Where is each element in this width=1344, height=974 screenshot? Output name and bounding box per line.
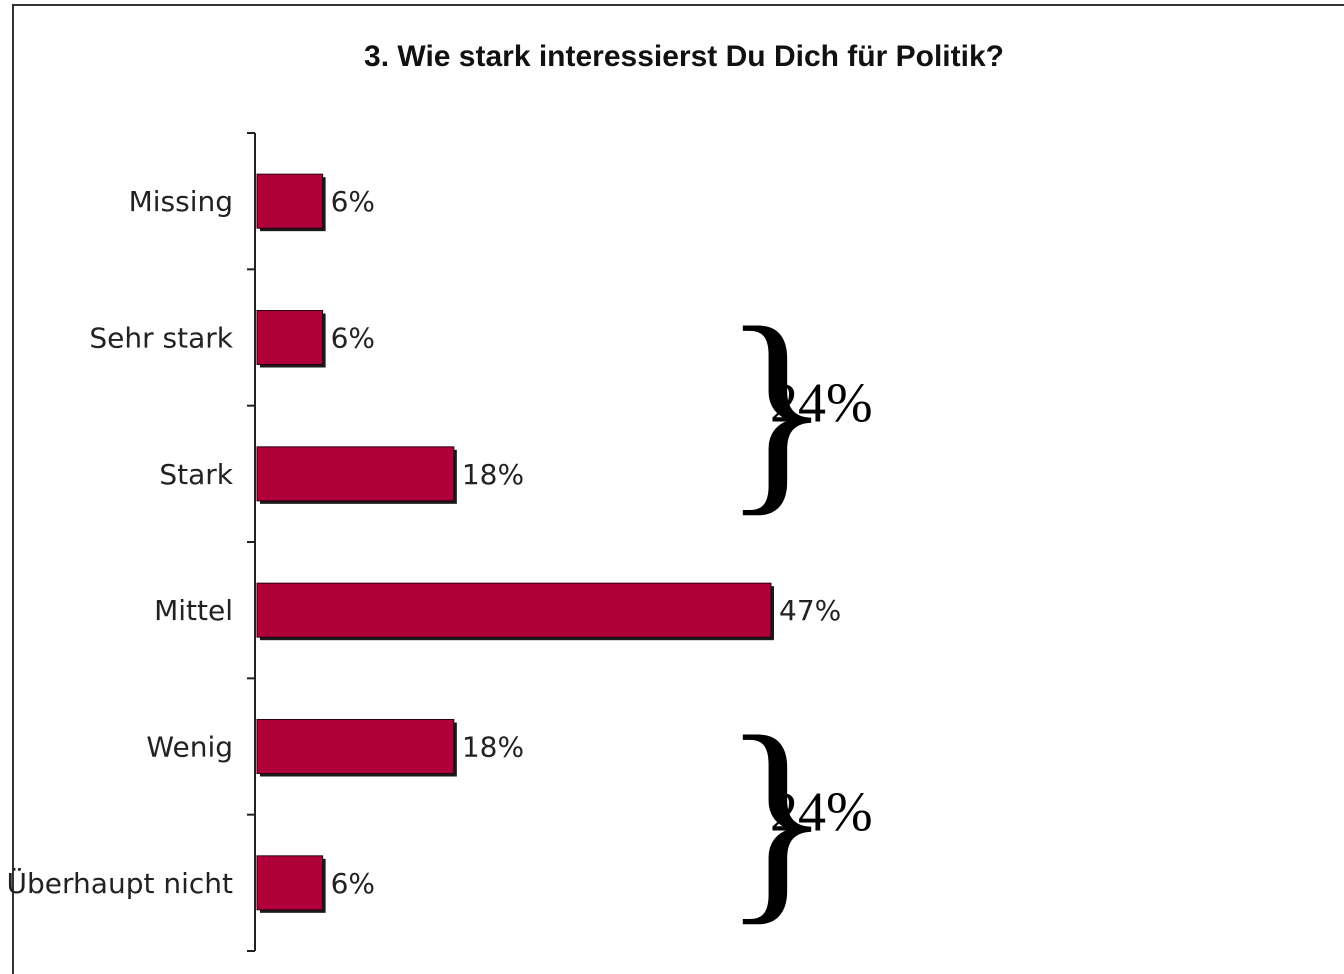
category-label: Missing bbox=[129, 185, 233, 218]
brace-icon: } bbox=[722, 690, 832, 944]
category-label: Stark bbox=[159, 458, 233, 491]
bar bbox=[256, 310, 324, 365]
bar bbox=[256, 582, 772, 638]
chart-title: 3. Wie stark interessierst Du Dich für P… bbox=[364, 40, 1004, 73]
category-axis: Missing Sehr stark Stark Mittel Wenig Überhau… bbox=[7, 132, 256, 952]
group-sum-label: 24% bbox=[770, 782, 873, 844]
chart-frame bbox=[12, 4, 1344, 974]
data-label: 6% bbox=[331, 867, 375, 900]
data-label: 6% bbox=[331, 185, 375, 218]
data-label: 6% bbox=[331, 322, 375, 355]
bars-group: 6% 6% 18% 47% 18% 6% bbox=[256, 173, 841, 913]
category-label: Mittel bbox=[154, 594, 233, 627]
category-label: Überhaupt nicht bbox=[7, 866, 233, 900]
brace-icon: } bbox=[722, 281, 832, 535]
bar bbox=[256, 173, 324, 229]
data-label: 18% bbox=[462, 458, 524, 491]
category-label: Sehr stark bbox=[89, 322, 233, 355]
bar bbox=[256, 855, 324, 911]
annotations-group: }24%}24% bbox=[722, 281, 873, 944]
group-sum-label: 24% bbox=[770, 373, 873, 435]
category-label: Wenig bbox=[146, 731, 233, 764]
data-label: 47% bbox=[779, 594, 841, 627]
bar bbox=[256, 446, 455, 502]
data-label: 18% bbox=[462, 731, 524, 764]
bar bbox=[256, 719, 455, 774]
